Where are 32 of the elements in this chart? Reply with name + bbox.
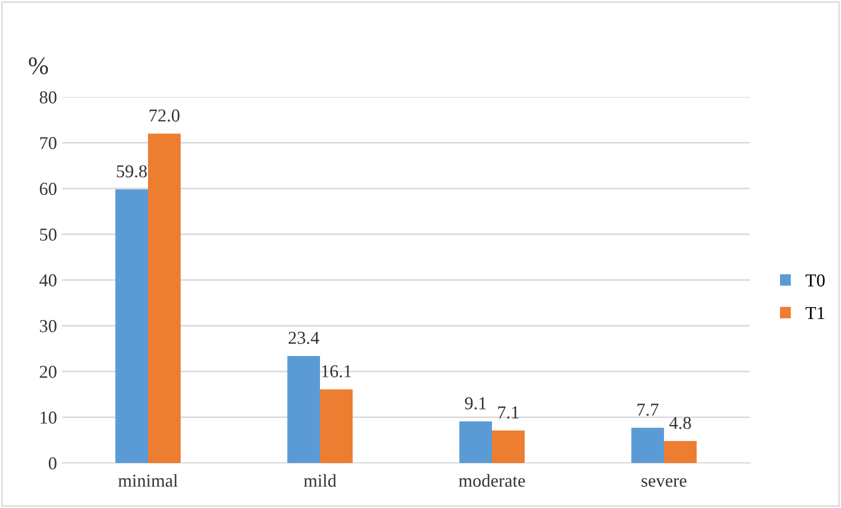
legend-label: T0 [806, 274, 825, 287]
data-label: 59.8 [116, 165, 147, 178]
y-tick-label: 70 [40, 137, 56, 150]
x-tick-label: minimal [118, 474, 178, 487]
data-label: 7.1 [498, 406, 519, 419]
data-label: 16.1 [322, 365, 352, 378]
bar [115, 189, 148, 463]
y-tick-label: 60 [40, 182, 56, 195]
data-label: 4.8 [669, 416, 691, 430]
data-label: 72.0 [150, 109, 180, 122]
y-tick-label: 20 [40, 366, 56, 378]
x-tick-label: moderate [458, 474, 525, 487]
legend-label: T1 [806, 307, 824, 319]
bar [320, 389, 353, 463]
bar [492, 430, 525, 463]
y-tick-label: 80 [40, 91, 56, 104]
y-tick-label: 50 [40, 228, 56, 241]
data-label: 9.1 [464, 397, 486, 410]
data-label: 7.7 [638, 404, 658, 416]
bar [664, 441, 697, 463]
y-axis-title: % [28, 57, 48, 74]
y-tick-label: 40 [39, 274, 56, 286]
y-tick-label: 10 [40, 412, 56, 424]
x-tick-label: mild [304, 474, 336, 487]
y-tick-label: 0 [48, 457, 56, 470]
bar [287, 356, 320, 463]
x-tick-label: severe [642, 478, 686, 487]
bar [459, 421, 492, 463]
data-label: 23.4 [288, 332, 320, 344]
y-tick-label: 30 [40, 320, 56, 332]
bar [631, 428, 664, 463]
bar [148, 134, 181, 463]
